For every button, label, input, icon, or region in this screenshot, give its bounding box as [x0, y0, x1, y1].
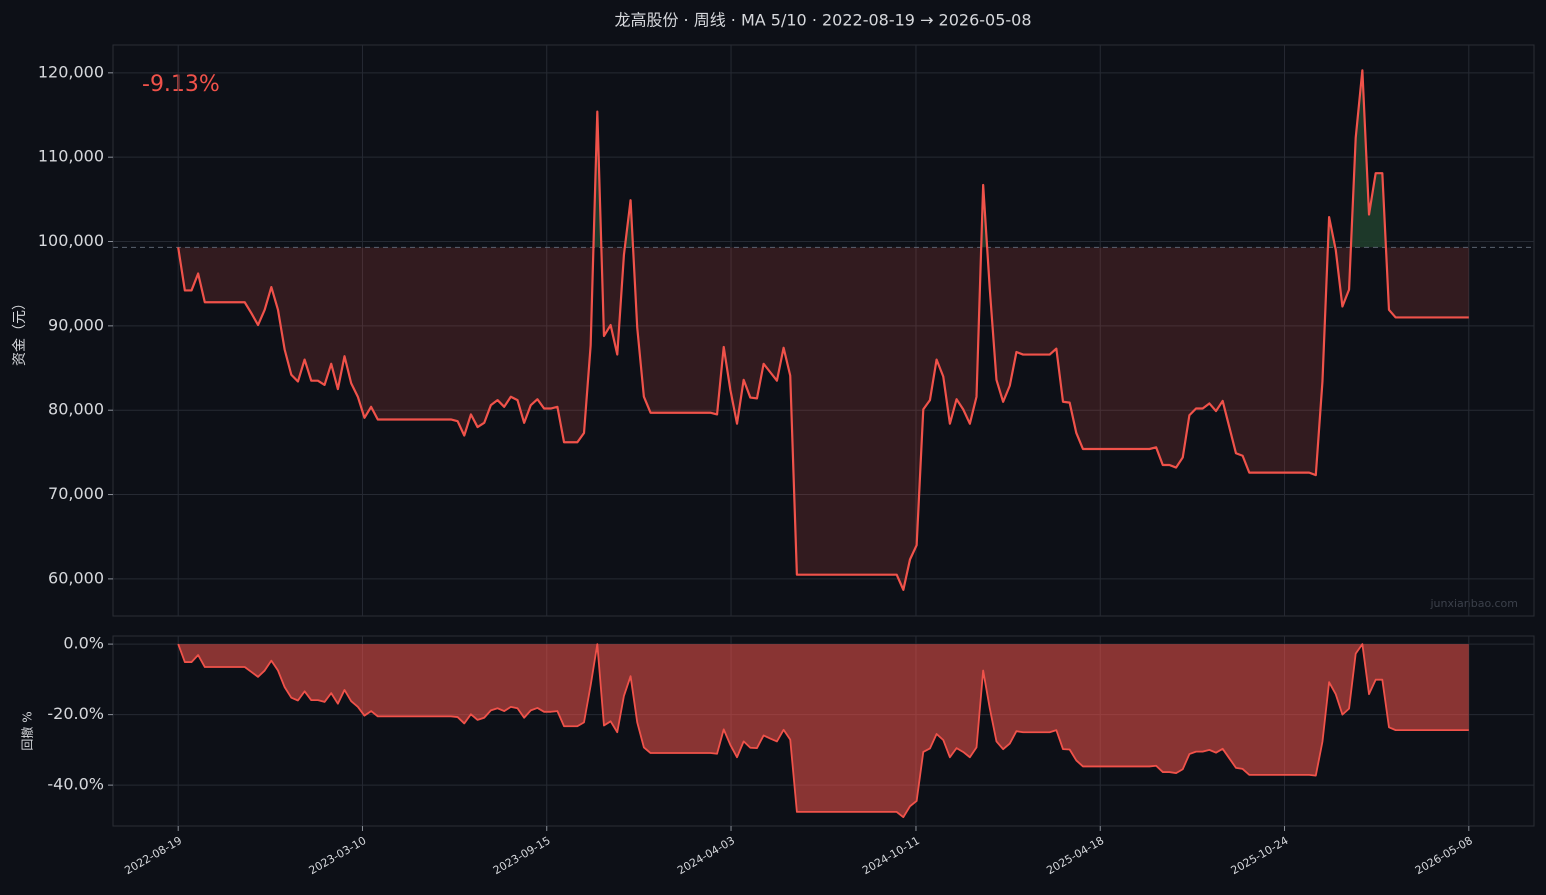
- equity-line: [177, 69, 1469, 591]
- y-tick-label: 110,000: [38, 147, 104, 166]
- y-tick-label: -40.0%: [47, 775, 104, 794]
- loss-fill: [178, 247, 1469, 590]
- drawdown-line: [177, 643, 1469, 819]
- y-tick-label: 0.0%: [63, 634, 104, 653]
- y-tick-label: 120,000: [38, 62, 104, 81]
- y-tick-label: 60,000: [48, 568, 104, 587]
- y-axis-label: 资金（元）: [12, 296, 28, 366]
- y-tick-label: 70,000: [48, 484, 104, 503]
- y-tick-label: 80,000: [48, 400, 104, 419]
- y-tick-label: 90,000: [48, 315, 104, 334]
- return-annotation: -9.13%: [142, 72, 220, 97]
- y-axis-label: 回撤 %: [20, 711, 35, 750]
- top-panel: [112, 44, 1535, 617]
- drawdown-fill: [178, 644, 1469, 818]
- chart-title: 龙高股份 · 周线 · MA 5/10 · 2022-08-19 → 2026-…: [614, 11, 1031, 30]
- watermark: junxianbao.com: [1429, 597, 1518, 610]
- y-tick-label: -20.0%: [47, 704, 104, 723]
- y-tick-label: 100,000: [38, 231, 104, 250]
